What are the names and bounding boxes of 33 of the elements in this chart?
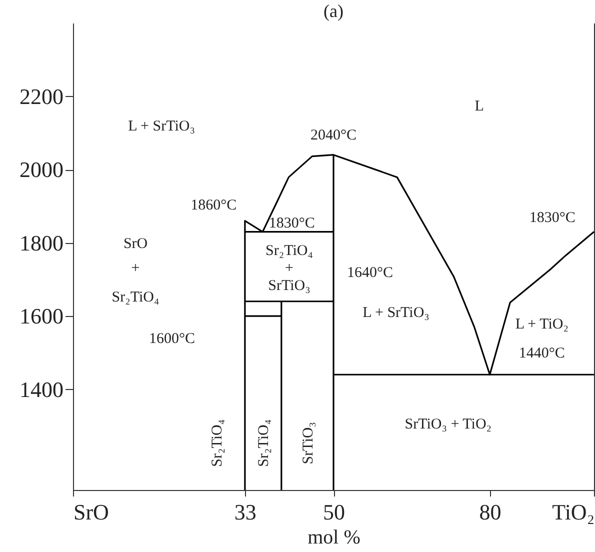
x-tick-label: 50 [323, 500, 345, 524]
y-tick-label: 1800 [20, 230, 64, 256]
annotation: L [474, 98, 484, 114]
annotation: SrTiO₃ [300, 422, 316, 464]
x-tick-label: SrO [74, 500, 109, 524]
chart-title: (a) [324, 1, 344, 21]
annotation: SrTiO₃ [268, 278, 310, 294]
annotation: SrO [123, 236, 148, 252]
annotation: 1640°C [346, 265, 393, 282]
annotation: 1860°C [190, 197, 237, 214]
annotation: 1830°C [268, 216, 315, 232]
y-tick-label: 1400 [20, 376, 64, 402]
annotation: + [131, 260, 140, 277]
y-tick-label: 2000 [20, 157, 64, 182]
annotation: L + TiO₂ [515, 316, 568, 332]
annotation: 1440°C [518, 345, 565, 362]
x-axis-title: mol % [308, 526, 360, 548]
x-tick-label: TiO₂ [552, 500, 594, 524]
annotation: 1600°C [148, 330, 195, 347]
annotation: Sr₂TiO₄ [256, 419, 272, 467]
annotation: L + SrTiO₃ [362, 304, 430, 321]
annotation: 2040°C [310, 128, 357, 144]
annotation: 1830°C [529, 210, 576, 226]
annotation: Sr₂TiO₄ [209, 419, 226, 467]
annotation: SrTiO₃ + TiO₂ [404, 416, 492, 433]
y-tick-label: 2200 [20, 84, 64, 109]
x-tick-label: 33 [234, 500, 256, 524]
x-tick-label: 80 [479, 500, 502, 524]
annotation: Sr₂TiO₄ [265, 243, 313, 260]
y-tick-label: 1600 [20, 304, 64, 329]
annotation: + [284, 260, 294, 277]
annotation: Sr₂TiO₄ [112, 290, 160, 306]
annotation: L + SrTiO₃ [128, 118, 195, 135]
